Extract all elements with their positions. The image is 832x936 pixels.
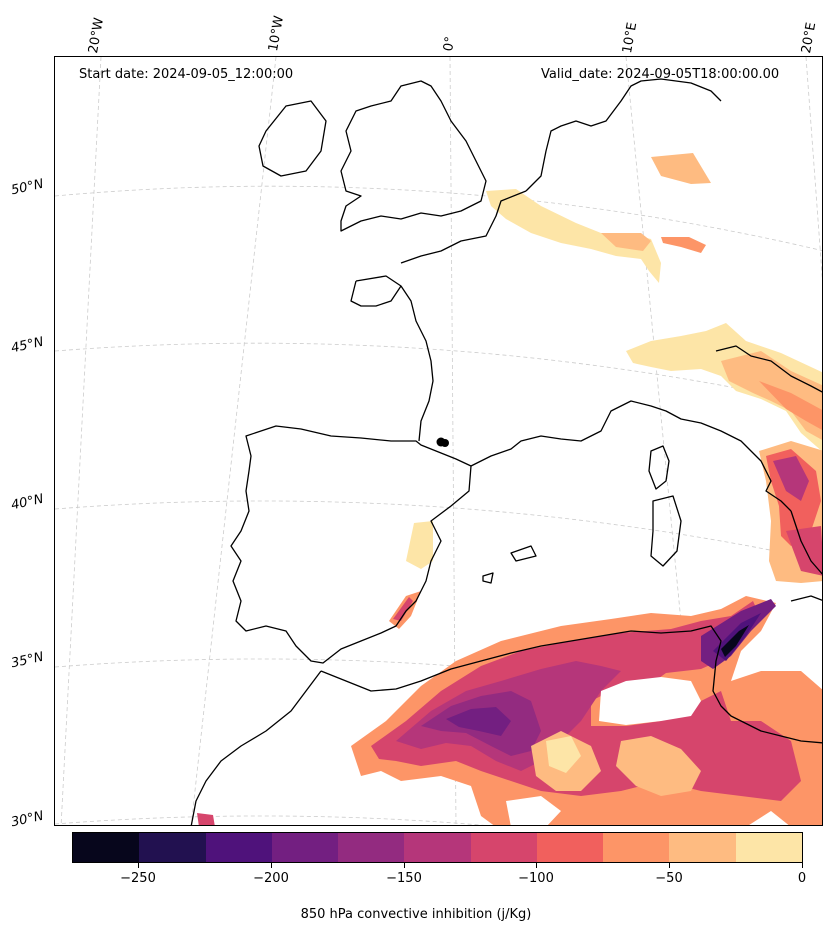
valid-date-label: Valid_date: 2024-09-05T18:00:00.00: [541, 67, 780, 82]
colorbar-tick: [271, 863, 272, 868]
colorbar-tick-label: 0: [797, 871, 807, 886]
coast-riviera-italy: [470, 400, 792, 512]
cin-area-adriatic: [721, 351, 822, 440]
coast-north-africa: [320, 625, 822, 744]
cin-area-adriatic-2: [759, 381, 822, 430]
coast-ibiza: [482, 572, 494, 584]
cin-gap-sahara: [506, 796, 561, 825]
colorbar-segment: [735, 833, 802, 862]
colorbar-tick: [669, 863, 670, 868]
cin-area-iberia: [406, 521, 433, 569]
coast-italy-south: [790, 510, 822, 575]
station-marker-2: [441, 439, 449, 447]
lon-label-20w: 20°W: [86, 16, 108, 55]
cin-area-north-africa-5: [446, 707, 511, 736]
gridline-30n: [55, 815, 485, 825]
colorbar-tick-label: −100: [518, 871, 554, 886]
coast-france-west: [355, 275, 434, 442]
colorbar-caption: 850 hPa convective inhibition (j/Kg): [300, 907, 532, 922]
coast-sicily: [790, 595, 822, 602]
cin-area-iberia-3: [393, 597, 413, 621]
colorbar-segment: [603, 833, 670, 862]
coast-corsica: [648, 445, 670, 490]
colorbar-segment: [536, 833, 604, 862]
colorbar-tick-label: −200: [253, 871, 289, 886]
colorbar-tick-label: −50: [655, 871, 683, 886]
colorbar-tick: [404, 863, 405, 868]
cin-area-south-italy-3: [773, 456, 809, 501]
coast-ireland: [258, 100, 327, 177]
lon-label-10e: 10°E: [620, 21, 641, 55]
coast-adriatic-north: [715, 345, 822, 393]
colorbar-tick: [138, 863, 139, 868]
colorbar-segment: [271, 833, 339, 862]
coastlines: [190, 78, 822, 825]
cin-area-north-africa-7: [616, 736, 701, 796]
colorbar-segment: [73, 833, 140, 862]
lon-label-20e: 20°E: [799, 21, 820, 55]
coast-channel: [400, 190, 527, 264]
colorbar-segment: [338, 833, 405, 862]
cin-gap-atlas: [599, 677, 701, 725]
gridline-45n: [55, 342, 822, 406]
colorbar-segment: [139, 833, 206, 862]
gridline-20w: [60, 57, 102, 825]
colorbar-segment: [470, 833, 537, 862]
coast-brittany: [350, 280, 402, 307]
cin-area-sw-corner: [197, 813, 215, 825]
cin-contours: [197, 153, 822, 825]
lat-label-50n: 50°N: [9, 176, 45, 199]
colorbar-tick-label: −250: [120, 871, 156, 886]
coast-north-sea: [525, 78, 722, 192]
colorbar-segment: [669, 833, 736, 862]
cin-area-alps: [626, 323, 822, 452]
coast-morocco-atlantic: [190, 670, 322, 825]
lat-label-40n: 40°N: [9, 491, 45, 514]
cin-area-germany: [651, 153, 711, 184]
gridline-40n: [55, 500, 822, 561]
gridline-10w: [190, 57, 277, 825]
map-panel: [54, 56, 823, 826]
gridline-0: [449, 57, 457, 825]
lon-label-0: 0°: [441, 35, 459, 53]
start-date-label: Start date: 2024-09-05_12:00:00: [79, 67, 294, 82]
coast-sardinia: [650, 495, 682, 567]
coast-iberia: [230, 425, 472, 664]
lat-label-35n: 35°N: [9, 649, 45, 672]
lon-label-10w: 10°W: [266, 14, 288, 53]
colorbar-tick: [802, 863, 803, 868]
gridline-20e: [805, 57, 822, 280]
colorbar-segment: [205, 833, 272, 862]
cin-area-north-africa-8: [546, 736, 581, 773]
cin-area-tunisia-3: [721, 625, 749, 657]
coast-mallorca: [510, 545, 537, 562]
lat-label-45n: 45°N: [9, 334, 45, 357]
colorbar-segment: [404, 833, 471, 862]
cin-area-germany-2: [661, 237, 706, 253]
map-canvas: [55, 57, 822, 825]
cin-area-benelux: [486, 189, 661, 283]
coast-great-britain: [340, 80, 487, 232]
colorbar: [72, 832, 803, 863]
colorbar-tick-label: −150: [386, 871, 422, 886]
lat-label-30n: 30°N: [9, 808, 45, 831]
gridline-50n: [55, 185, 822, 251]
colorbar-tick: [536, 863, 537, 868]
cin-area-benelux-2: [601, 233, 651, 251]
